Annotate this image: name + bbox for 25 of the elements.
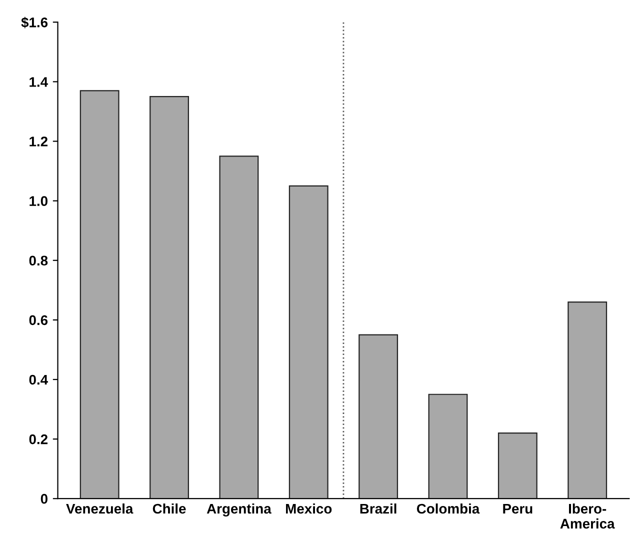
x-tick-label: Argentina	[206, 503, 272, 516]
y-tick-label: 1.4	[30, 77, 48, 87]
y-tick-label: $1.6	[21, 16, 48, 28]
bar	[428, 394, 468, 499]
x-tick-label: Chile	[152, 503, 186, 514]
x-tick-label: Ibero- America	[560, 503, 615, 529]
y-tick-label: 1.0	[30, 196, 48, 206]
y-tick-label: 0.8	[29, 256, 48, 266]
y-tick-label: 0.4	[29, 374, 48, 385]
x-tick-label: Peru	[503, 504, 532, 514]
bar	[219, 156, 259, 499]
bar	[358, 334, 398, 499]
y-tick-label: 0	[40, 494, 48, 504]
x-tick-label: Mexico	[286, 503, 332, 514]
x-tick-label: Venezuela	[66, 503, 134, 514]
bar	[288, 185, 328, 499]
bar	[80, 90, 120, 499]
bar	[150, 96, 189, 499]
y-tick-label: 0.6	[29, 315, 48, 326]
x-tick-label: Colombia	[416, 503, 480, 514]
x-tick-label: Brazil	[360, 503, 396, 514]
bar	[568, 302, 608, 499]
bar	[498, 432, 538, 499]
y-tick-label: 0.2	[29, 434, 48, 444]
y-tick-label: 1.2	[30, 136, 48, 146]
